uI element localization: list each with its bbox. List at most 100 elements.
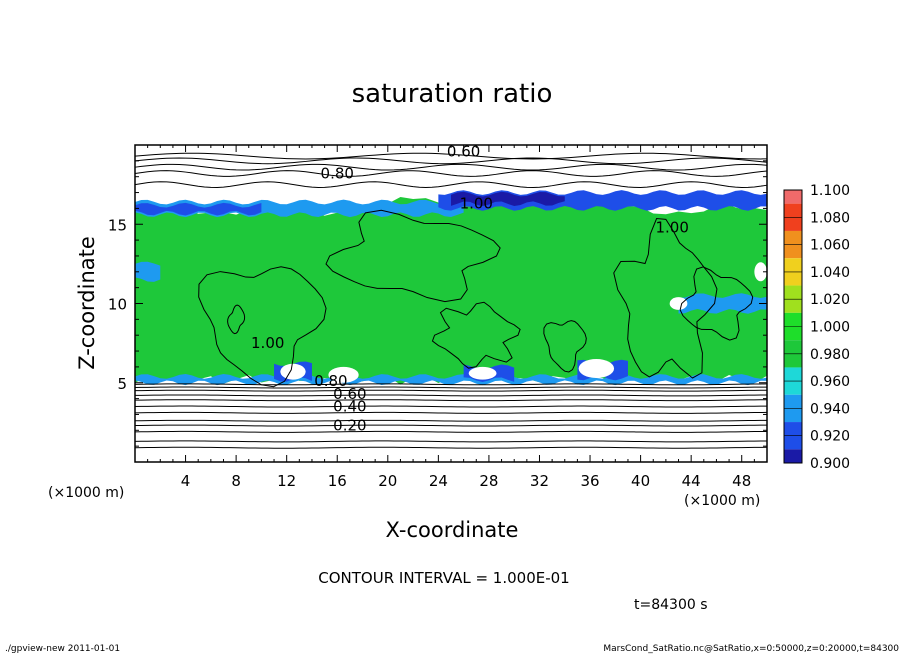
colorbar-segment [784, 230, 802, 245]
lower-contour-line [134, 389, 768, 392]
subsaturated-pocket [468, 366, 497, 380]
y-tick-label: 15 [108, 216, 127, 234]
colorbar-segment [784, 367, 802, 382]
x-axis-ticks: 4 8 12 16 20 24 28 32 36 40 44 48 [147, 145, 755, 490]
lower-contour-line [134, 394, 768, 397]
upper-contour-line [134, 152, 768, 160]
interior-contour-loop [613, 218, 718, 379]
colorbar-label: 1.060 [810, 238, 850, 254]
contour-label: 0.20 [333, 417, 366, 435]
colorbar-segment [784, 340, 802, 354]
left-edge-band [135, 261, 161, 282]
colorbar-segment [784, 408, 802, 423]
contour-label: 0.80 [314, 372, 347, 390]
interior-contour-loop [227, 304, 246, 335]
lower-contour-line [134, 424, 768, 427]
lower-contour-line [134, 399, 768, 402]
colorbar: 0.900 0.920 0.940 0.960 0.980 1.000 1.020 1.040… [783, 183, 850, 472]
interior-contour-loop [431, 301, 521, 369]
lower-contour-line [134, 383, 768, 386]
colorbar-segment [784, 258, 802, 272]
x-tick-label: 36 [580, 472, 599, 490]
colorbar-label: 1.080 [810, 210, 850, 226]
contour-label: 0.40 [333, 398, 366, 416]
x-tick-label: 24 [429, 472, 448, 490]
upper-contour-line [134, 170, 768, 177]
x-tick-label: 8 [231, 472, 241, 490]
interior-contour-loop [543, 320, 587, 373]
x-tick-label: 48 [732, 472, 751, 490]
colorbar-segment [784, 299, 802, 313]
contour-interval-note: CONTOUR INTERVAL = 1.000E-01 [318, 569, 569, 587]
y-tick-label: 10 [108, 296, 127, 314]
upper-band-blue-right [438, 190, 767, 211]
colorbar-segment [784, 449, 802, 463]
colorbar-label: 1.000 [810, 320, 850, 336]
upper-band-blue [135, 202, 262, 216]
lower-contour-line [134, 405, 768, 408]
interior-contour-loop [198, 266, 327, 388]
y-tick-label: 5 [117, 375, 127, 393]
upper-contour-line [134, 181, 768, 188]
x-unit-right: (×1000 m) [684, 493, 760, 509]
lower-contour-line [134, 440, 768, 443]
saturated-layer [135, 193, 767, 385]
colorbar-segment [784, 381, 802, 395]
footer-right: MarsCond_SatRatio.nc@SatRatio,x=0:50000,… [603, 644, 899, 654]
subsaturated-pocket [754, 262, 767, 282]
contour-label: 1.00 [251, 334, 284, 352]
colorbar-segment [784, 353, 802, 368]
chart-title: saturation ratio [352, 79, 553, 109]
x-tick-label: 16 [328, 472, 347, 490]
upper-contour-line [134, 157, 768, 165]
x-tick-label: 4 [181, 472, 191, 490]
colorbar-segment [784, 312, 802, 327]
x-tick-label: 32 [530, 472, 549, 490]
x-tick-label: 28 [479, 472, 498, 490]
lower-contour-line [134, 386, 768, 389]
colorbar-segment [784, 394, 802, 409]
lower-contour-line [134, 419, 768, 422]
lower-contour-line [134, 446, 768, 449]
subsaturated-pocket [578, 358, 615, 378]
colorbar-label: 1.100 [810, 183, 850, 199]
colorbar-label: 1.040 [810, 265, 850, 281]
subsaturated-pocket [669, 297, 688, 310]
subsaturated-pocket [328, 366, 359, 383]
upper-band-dark [451, 191, 565, 207]
plot-field [135, 145, 767, 462]
footer-left: ./gpview-new 2011-01-01 [5, 644, 120, 654]
colorbar-segment [784, 190, 802, 204]
colorbar-segment [784, 203, 802, 218]
colorbar-segment [784, 422, 802, 436]
interior-contour-loop [679, 266, 754, 341]
colorbar-segment [784, 326, 802, 341]
contour-lines [134, 152, 768, 449]
colorbar-segment [784, 271, 802, 286]
upper-contour-line [134, 163, 768, 171]
colorbar-label: 0.980 [810, 347, 850, 363]
colorbar-segment [784, 285, 802, 300]
x-tick-label: 44 [682, 472, 701, 490]
colorbar-label: 0.920 [810, 429, 850, 445]
x-unit-left: (×1000 m) [48, 485, 124, 501]
contour-label: 0.80 [321, 165, 354, 183]
colorbar-label: 0.960 [810, 374, 850, 390]
colorbar-segment [784, 244, 802, 259]
colorbar-segment [784, 435, 802, 450]
time-label: t=84300 s [634, 597, 708, 613]
colorbar-label: 0.940 [810, 401, 850, 417]
contour-labels: 0.600.801.001.001.000.800.600.400.20 [251, 142, 689, 434]
contour-label: 1.00 [655, 218, 688, 236]
contour-label: 0.60 [447, 142, 480, 160]
x-tick-label: 12 [277, 472, 296, 490]
interior-contour-loop [325, 209, 501, 303]
contour-label: 0.60 [333, 385, 366, 403]
subsaturated-pocket [280, 363, 306, 380]
y-axis-ticks: 5 10 15 [108, 160, 767, 447]
contour-label: 1.00 [460, 195, 493, 213]
colorbar-label: 0.900 [810, 456, 850, 472]
colorbar-label: 1.020 [810, 292, 850, 308]
y-axis-label: Z-coordinate [75, 236, 99, 370]
